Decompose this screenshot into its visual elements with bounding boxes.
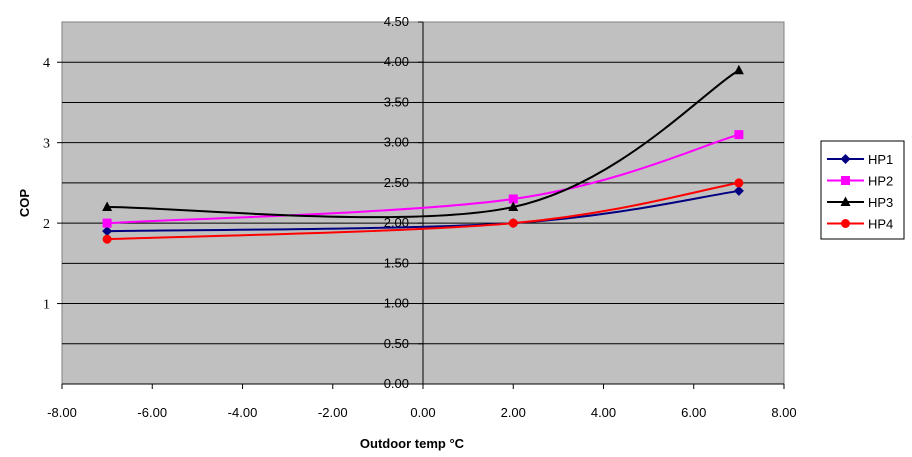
y-tick-label: 3.00 xyxy=(384,135,409,150)
legend-label-hp2: HP2 xyxy=(868,174,893,189)
x-tick-label: 0.00 xyxy=(410,405,435,420)
y-tick-label: 2.50 xyxy=(384,175,409,190)
y-tick-label: 4.50 xyxy=(384,14,409,29)
legend: HP1 HP2 HP3 HP4 xyxy=(820,140,905,240)
left-y-tick-label: 1 xyxy=(43,298,50,313)
left-y-tick-label: 2 xyxy=(43,217,50,232)
point-hp1 xyxy=(733,185,744,196)
point-hp4 xyxy=(508,218,518,228)
x-tick-label: -2.00 xyxy=(318,405,348,420)
x-tick-label: -8.00 xyxy=(47,405,77,420)
legend-marker-hp2 xyxy=(841,176,850,185)
point-hp1 xyxy=(102,226,113,237)
y-tick-label: 4.00 xyxy=(384,54,409,69)
left-y-tick-label: 4 xyxy=(43,56,50,71)
x-tick-label: 6.00 xyxy=(681,405,706,420)
y-tick-labels-center: 0.000.501.001.502.002.503.003.504.004.50 xyxy=(384,14,423,391)
series-lines xyxy=(107,69,740,241)
series-line-hp2 xyxy=(107,133,740,225)
point-hp2 xyxy=(734,130,744,140)
point-hp4 xyxy=(734,178,744,188)
left-y-tick-label: 3 xyxy=(43,137,50,152)
point-hp4 xyxy=(102,234,112,244)
y-tick-label: 0.50 xyxy=(384,336,409,351)
point-hp3 xyxy=(733,64,744,75)
legend-marker-hp3 xyxy=(840,196,851,206)
y-tick-label: 1.00 xyxy=(384,296,409,311)
legend-label-hp3: HP3 xyxy=(868,195,893,210)
y-tick-label: 3.50 xyxy=(384,94,409,109)
point-hp3 xyxy=(102,201,113,212)
y-tick-label: 1.50 xyxy=(384,255,409,270)
legend-marker-hp1 xyxy=(840,154,851,164)
series-markers xyxy=(102,64,744,244)
y-axis-title: COP xyxy=(17,189,32,218)
x-tick-labels: -8.00 -6.00 -4.00 -2.00 0.00 2.00 4.00 6.00 8.00 xyxy=(47,384,797,420)
point-hp2 xyxy=(102,218,112,228)
point-hp2 xyxy=(508,194,518,204)
series-line-hp4 xyxy=(107,181,740,241)
legend-label-hp4: HP4 xyxy=(868,217,893,232)
x-tick-label: -6.00 xyxy=(137,405,167,420)
point-hp3 xyxy=(508,201,519,212)
legend-label-hp1: HP1 xyxy=(868,152,893,167)
series-line-hp3 xyxy=(107,69,740,219)
x-tick-label: 8.00 xyxy=(771,405,796,420)
x-tick-label: -4.00 xyxy=(228,405,258,420)
y-tick-labels-left: 1 2 3 4 xyxy=(43,56,62,313)
x-axis-title: Outdoor temp °C xyxy=(360,436,465,451)
legend-marker-hp4 xyxy=(841,219,850,228)
x-tick-label: 2.00 xyxy=(501,405,526,420)
x-tick-label: 4.00 xyxy=(591,405,616,420)
y-tick-label: 0.00 xyxy=(384,376,409,391)
